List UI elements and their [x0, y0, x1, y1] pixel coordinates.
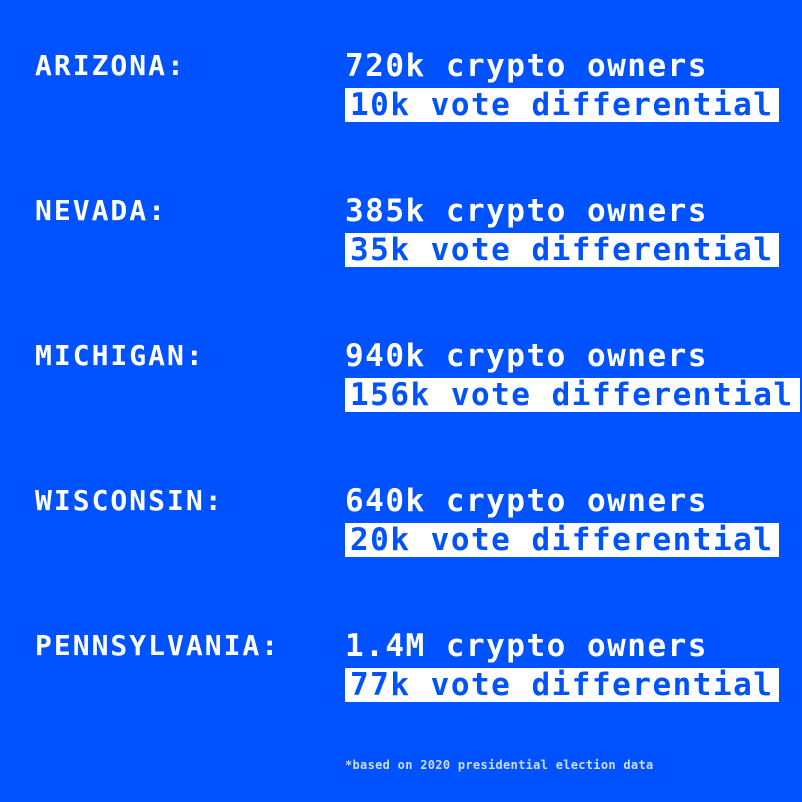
- differential-line: 20k vote differential: [345, 523, 795, 557]
- owners-value: 640k crypto owners: [345, 483, 708, 519]
- state-label: ARIZONA:: [35, 49, 186, 82]
- stat-row: NEVADA: 385k crypto owners 35k vote diff…: [35, 192, 795, 267]
- stat-values: 640k crypto owners 20k vote differential: [345, 482, 795, 557]
- differential-line: 10k vote differential: [345, 88, 795, 122]
- differential-line: 35k vote differential: [345, 233, 795, 267]
- stat-values: 1.4M crypto owners 77k vote differential: [345, 627, 795, 702]
- stat-row: PENNSYLVANIA: 1.4M crypto owners 77k vot…: [35, 627, 795, 702]
- differential-line: 156k vote differential: [345, 378, 800, 412]
- footnote: *based on 2020 presidential election dat…: [345, 758, 654, 772]
- differential-badge: 77k vote differential: [345, 668, 780, 702]
- stat-values: 385k crypto owners 35k vote differential: [345, 192, 795, 267]
- owners-value: 720k crypto owners: [345, 48, 708, 84]
- state-label: WISCONSIN:: [35, 484, 224, 517]
- stat-values: 940k crypto owners 156k vote differentia…: [345, 337, 800, 412]
- state-label: MICHIGAN:: [35, 339, 205, 372]
- state-label: NEVADA:: [35, 194, 168, 227]
- stat-row: ARIZONA: 720k crypto owners 10k vote dif…: [35, 47, 795, 122]
- stat-row: WISCONSIN: 640k crypto owners 20k vote d…: [35, 482, 795, 557]
- stat-row: MICHIGAN: 940k crypto owners 156k vote d…: [35, 337, 800, 412]
- owners-value: 1.4M crypto owners: [345, 628, 708, 664]
- differential-badge: 10k vote differential: [345, 88, 780, 122]
- differential-line: 77k vote differential: [345, 668, 795, 702]
- differential-badge: 156k vote differential: [345, 378, 800, 412]
- owners-value: 940k crypto owners: [345, 338, 708, 374]
- differential-badge: 35k vote differential: [345, 233, 780, 267]
- differential-badge: 20k vote differential: [345, 523, 780, 557]
- stat-values: 720k crypto owners 10k vote differential: [345, 47, 795, 122]
- state-label: PENNSYLVANIA:: [35, 629, 281, 662]
- owners-value: 385k crypto owners: [345, 193, 708, 229]
